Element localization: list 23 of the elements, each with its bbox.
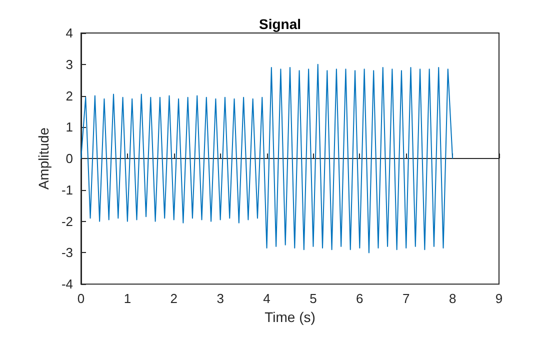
x-tick-label: 8 [448,291,456,306]
x-tick-label: 9 [495,291,503,306]
y-tick-label: 3 [66,56,73,72]
x-tick-label: 4 [263,291,270,306]
y-tick-label: 0 [66,151,73,166]
x-tick-label: 5 [310,291,317,306]
y-tick-label: 4 [66,26,73,40]
x-tick-label: 3 [216,291,224,306]
x-axis-title: Time (s) [264,309,316,325]
chart-title: Signal [258,16,302,32]
x-tick-label: 1 [124,291,132,306]
x-tick-label: 2 [170,291,178,306]
x-tick-label: 6 [356,291,364,306]
x-tick-label: 7 [402,291,410,306]
y-tick-label: -4 [61,276,73,292]
y-tick-label: 2 [66,88,73,104]
x-tick-label: 0 [77,291,85,306]
line-series [80,64,454,254]
y-tick-label: -3 [61,245,73,260]
y-tick-label: 1 [66,120,73,135]
y-tick-label: -2 [61,214,73,229]
y-axis-title: Amplitude [36,127,52,190]
y-tick-label: -1 [61,182,73,198]
